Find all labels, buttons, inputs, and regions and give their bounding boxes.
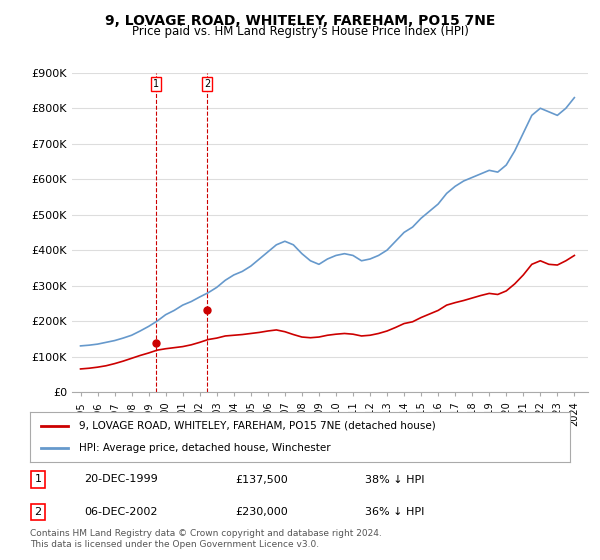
Text: Contains HM Land Registry data © Crown copyright and database right 2024.
This d: Contains HM Land Registry data © Crown c… [30, 529, 382, 549]
Text: £137,500: £137,500 [235, 474, 288, 484]
Text: 2: 2 [204, 79, 210, 89]
Text: HPI: Average price, detached house, Winchester: HPI: Average price, detached house, Winc… [79, 443, 330, 453]
Text: 20-DEC-1999: 20-DEC-1999 [84, 474, 158, 484]
Text: 06-DEC-2002: 06-DEC-2002 [84, 507, 157, 517]
Text: 1: 1 [35, 474, 41, 484]
Text: 36% ↓ HPI: 36% ↓ HPI [365, 507, 424, 517]
Text: 9, LOVAGE ROAD, WHITELEY, FAREHAM, PO15 7NE: 9, LOVAGE ROAD, WHITELEY, FAREHAM, PO15 … [105, 14, 495, 28]
Text: 1: 1 [154, 79, 160, 89]
Text: 9, LOVAGE ROAD, WHITELEY, FAREHAM, PO15 7NE (detached house): 9, LOVAGE ROAD, WHITELEY, FAREHAM, PO15 … [79, 421, 436, 431]
Text: 38% ↓ HPI: 38% ↓ HPI [365, 474, 424, 484]
Text: £230,000: £230,000 [235, 507, 288, 517]
Text: Price paid vs. HM Land Registry's House Price Index (HPI): Price paid vs. HM Land Registry's House … [131, 25, 469, 38]
Text: 2: 2 [35, 507, 41, 517]
